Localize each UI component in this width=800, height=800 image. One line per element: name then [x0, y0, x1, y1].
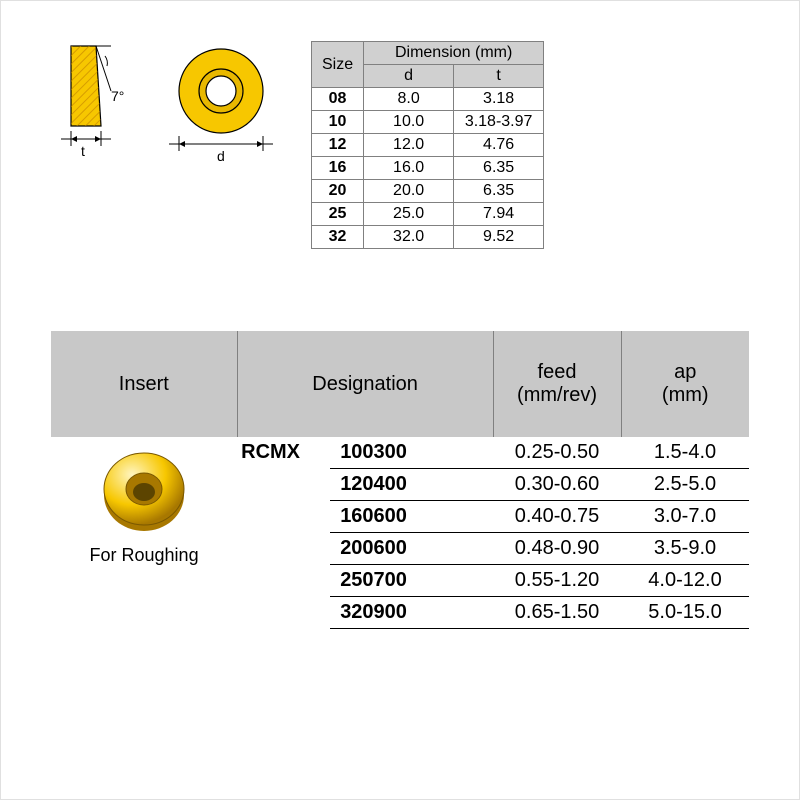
t-col-header: t: [454, 65, 544, 88]
size-cell: 20: [312, 180, 364, 203]
designation-code: 100300: [330, 437, 493, 469]
feed-header: feed (mm/rev): [493, 331, 621, 437]
t-cell: 3.18: [454, 88, 544, 111]
ap-value: 4.0-12.0: [621, 565, 749, 597]
designation-code: 250700: [330, 565, 493, 597]
size-cell: 32: [312, 226, 364, 249]
ap-value: 3.5-9.0: [621, 533, 749, 565]
t-cell: 6.35: [454, 180, 544, 203]
designation-header: Designation: [237, 331, 493, 437]
insert-cell: For Roughing: [51, 437, 237, 629]
insert-header: Insert: [51, 331, 237, 437]
bottom-section: Insert Designation feed (mm/rev) ap (mm)…: [51, 331, 749, 629]
side-view-diagram: 7° t: [51, 41, 141, 171]
t-cell: 3.18-3.97: [454, 111, 544, 134]
top-view-diagram: d: [161, 41, 291, 171]
ap-value: 3.0-7.0: [621, 501, 749, 533]
d-cell: 25.0: [364, 203, 454, 226]
d-cell: 10.0: [364, 111, 454, 134]
d-label: d: [217, 148, 225, 164]
d-cell: 20.0: [364, 180, 454, 203]
insert-render-icon: [99, 447, 189, 537]
size-row: 2525.07.94: [312, 203, 544, 226]
angle-label: 7°: [111, 88, 124, 104]
ap-value: 1.5-4.0: [621, 437, 749, 469]
designation-code: 160600: [330, 501, 493, 533]
t-cell: 7.94: [454, 203, 544, 226]
size-row: 3232.09.52: [312, 226, 544, 249]
size-row: 1010.03.18-3.97: [312, 111, 544, 134]
size-dimension-table: Size Dimension (mm) d t 088.03.181010.03…: [311, 41, 544, 249]
d-cell: 8.0: [364, 88, 454, 111]
size-header: Size: [312, 42, 364, 88]
ap-value: 2.5-5.0: [621, 469, 749, 501]
feed-value: 0.40-0.75: [493, 501, 621, 533]
size-row: 1616.06.35: [312, 157, 544, 180]
feed-value: 0.30-0.60: [493, 469, 621, 501]
t-label: t: [81, 143, 85, 159]
d-col-header: d: [364, 65, 454, 88]
t-cell: 9.52: [454, 226, 544, 249]
feed-value: 0.55-1.20: [493, 565, 621, 597]
d-cell: 12.0: [364, 134, 454, 157]
feed-value: 0.48-0.90: [493, 533, 621, 565]
d-cell: 32.0: [364, 226, 454, 249]
size-row: 1212.04.76: [312, 134, 544, 157]
size-cell: 10: [312, 111, 364, 134]
designation-code: 120400: [330, 469, 493, 501]
dimension-header: Dimension (mm): [364, 42, 544, 65]
designation-prefix: RCMX: [237, 437, 330, 629]
spec-row: For RoughingRCMX1003000.25-0.501.5-4.0: [51, 437, 749, 469]
size-row: 2020.06.35: [312, 180, 544, 203]
ap-header: ap (mm): [621, 331, 749, 437]
designation-code: 200600: [330, 533, 493, 565]
designation-code: 320900: [330, 597, 493, 629]
insert-caption: For Roughing: [61, 545, 227, 566]
size-cell: 16: [312, 157, 364, 180]
t-cell: 4.76: [454, 134, 544, 157]
size-cell: 08: [312, 88, 364, 111]
size-cell: 25: [312, 203, 364, 226]
d-cell: 16.0: [364, 157, 454, 180]
feed-value: 0.25-0.50: [493, 437, 621, 469]
top-section: 7° t d Size Dimensio: [51, 41, 749, 249]
spec-table: Insert Designation feed (mm/rev) ap (mm)…: [51, 331, 749, 629]
size-cell: 12: [312, 134, 364, 157]
t-cell: 6.35: [454, 157, 544, 180]
feed-value: 0.65-1.50: [493, 597, 621, 629]
ap-value: 5.0-15.0: [621, 597, 749, 629]
size-row: 088.03.18: [312, 88, 544, 111]
